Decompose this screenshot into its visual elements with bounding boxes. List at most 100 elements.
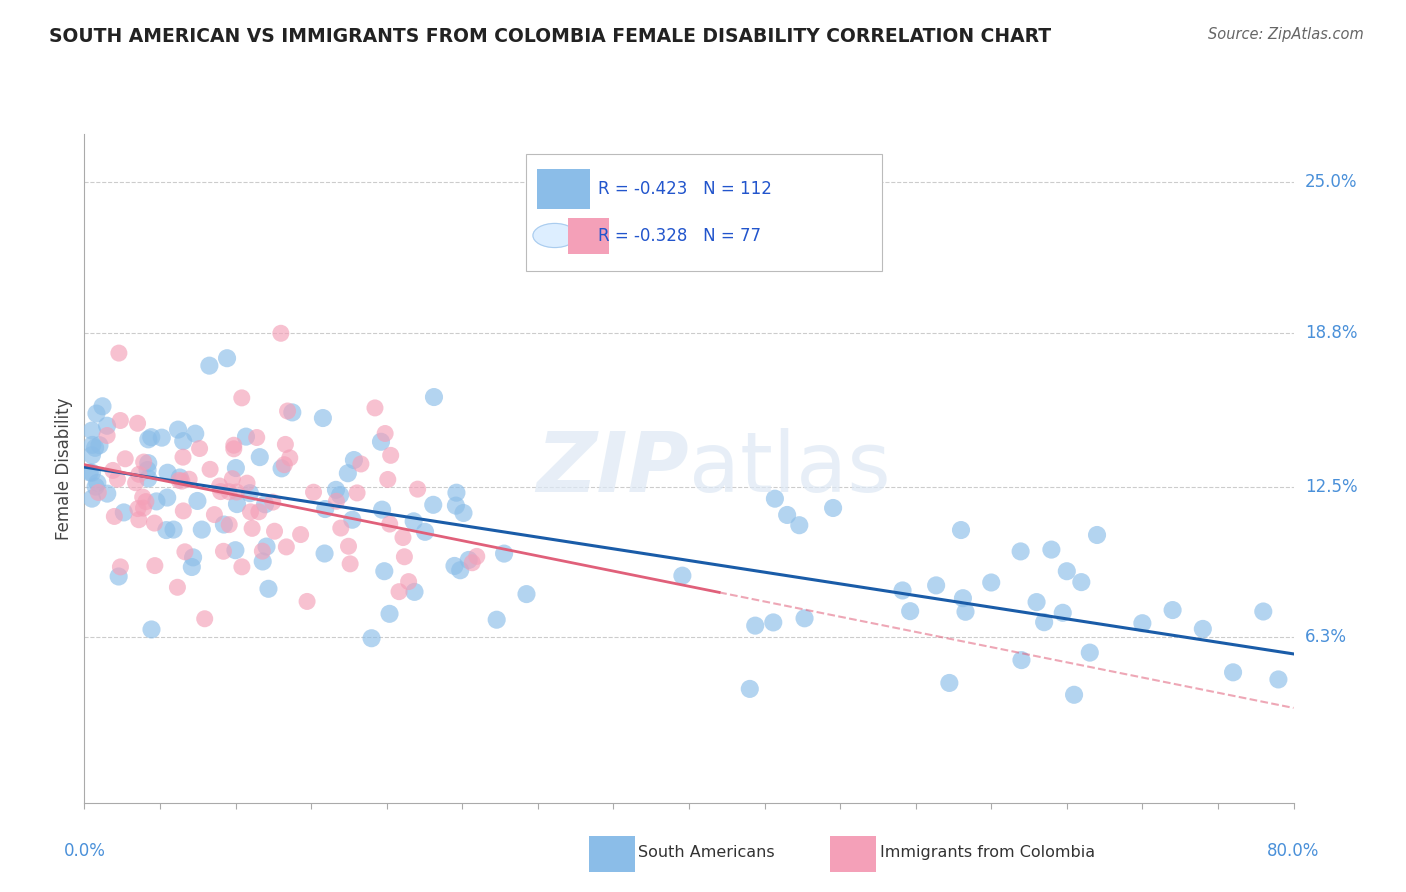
- Point: [240, 521, 263, 535]
- Point: [89, 438, 111, 452]
- Point: [167, 474, 190, 488]
- Point: [762, 615, 785, 630]
- Point: [131, 490, 153, 504]
- Point: [461, 556, 484, 570]
- Point: [136, 471, 159, 485]
- Text: Immigrants from Colombia: Immigrants from Colombia: [880, 846, 1095, 861]
- FancyBboxPatch shape: [526, 154, 883, 271]
- Point: [235, 429, 257, 443]
- Point: [143, 516, 166, 530]
- Point: [127, 417, 149, 431]
- Point: [162, 523, 184, 537]
- Point: [302, 485, 325, 500]
- Point: [208, 479, 231, 493]
- Point: [337, 539, 360, 553]
- Point: [172, 434, 194, 449]
- Point: [1040, 542, 1063, 557]
- Point: [404, 585, 426, 599]
- Point: [1267, 673, 1289, 687]
- Point: [1063, 688, 1085, 702]
- Point: [371, 502, 394, 516]
- Point: [1085, 528, 1108, 542]
- Point: [406, 482, 429, 496]
- Point: [423, 390, 446, 404]
- Point: [128, 467, 150, 482]
- Point: [263, 524, 285, 539]
- Point: [422, 498, 444, 512]
- Text: R = -0.423   N = 112: R = -0.423 N = 112: [599, 180, 772, 198]
- Point: [132, 501, 155, 516]
- Point: [169, 470, 191, 484]
- Point: [443, 558, 465, 573]
- Point: [224, 543, 246, 558]
- Text: 6.3%: 6.3%: [1305, 628, 1347, 647]
- Point: [114, 451, 136, 466]
- Point: [239, 486, 262, 500]
- Y-axis label: Female Disability: Female Disability: [55, 397, 73, 540]
- Point: [744, 618, 766, 632]
- Point: [329, 521, 352, 535]
- Point: [952, 591, 974, 606]
- Point: [342, 513, 364, 527]
- Point: [262, 495, 284, 509]
- Point: [449, 563, 471, 577]
- Text: 12.5%: 12.5%: [1305, 477, 1357, 496]
- Point: [87, 485, 110, 500]
- Point: [273, 458, 295, 472]
- Point: [1010, 544, 1032, 558]
- Point: [231, 391, 253, 405]
- Point: [180, 560, 202, 574]
- Point: [793, 611, 815, 625]
- Point: [1070, 575, 1092, 590]
- Point: [1161, 603, 1184, 617]
- Point: [325, 494, 347, 508]
- Point: [346, 486, 368, 500]
- Point: [236, 476, 259, 491]
- Text: SOUTH AMERICAN VS IMMIGRANTS FROM COLOMBIA FEMALE DISABILITY CORRELATION CHART: SOUTH AMERICAN VS IMMIGRANTS FROM COLOMB…: [49, 27, 1052, 45]
- Point: [339, 557, 361, 571]
- Point: [222, 442, 245, 456]
- Point: [166, 580, 188, 594]
- Point: [86, 407, 108, 421]
- Point: [314, 547, 336, 561]
- Point: [141, 623, 163, 637]
- Point: [257, 582, 280, 596]
- Point: [325, 483, 347, 497]
- Point: [312, 411, 335, 425]
- Point: [172, 450, 194, 465]
- Point: [373, 564, 395, 578]
- Point: [145, 494, 167, 508]
- Point: [179, 472, 201, 486]
- Point: [136, 456, 159, 470]
- Point: [194, 612, 217, 626]
- Point: [494, 547, 516, 561]
- Point: [1191, 622, 1213, 636]
- Point: [127, 501, 149, 516]
- Point: [343, 453, 366, 467]
- Point: [80, 424, 103, 438]
- Text: ZIP: ZIP: [536, 428, 689, 508]
- Point: [107, 472, 129, 486]
- Point: [925, 578, 948, 592]
- Point: [84, 441, 107, 455]
- Point: [394, 549, 416, 564]
- Text: 0.0%: 0.0%: [63, 842, 105, 860]
- Point: [135, 494, 157, 508]
- Point: [374, 426, 396, 441]
- Point: [231, 559, 253, 574]
- Point: [212, 517, 235, 532]
- Point: [239, 505, 262, 519]
- Point: [276, 540, 298, 554]
- Point: [398, 574, 420, 589]
- Point: [1025, 595, 1047, 609]
- Point: [281, 405, 304, 419]
- Point: [295, 594, 318, 608]
- Point: [671, 568, 693, 582]
- Point: [252, 544, 274, 558]
- Point: [124, 475, 146, 490]
- Point: [174, 545, 197, 559]
- Point: [184, 426, 207, 441]
- Point: [202, 508, 225, 522]
- Point: [1056, 564, 1078, 578]
- FancyBboxPatch shape: [537, 169, 589, 210]
